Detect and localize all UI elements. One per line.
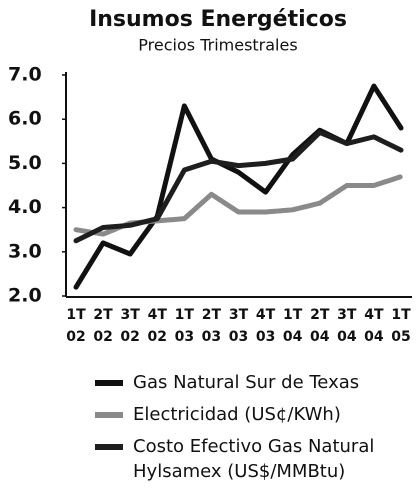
x-tick-label: 4T 02 xyxy=(147,307,167,345)
x-tick-label: 2T 04 xyxy=(310,307,330,345)
x-tick-label: 3T 04 xyxy=(337,307,357,345)
y-tick-label: 5.0 xyxy=(8,152,42,174)
legend-label: Electricidad (US¢/KWh) xyxy=(133,404,341,425)
series-line xyxy=(73,129,404,244)
chart-title: Insumos Energéticos xyxy=(89,7,347,32)
y-tick-label: 6.0 xyxy=(8,108,42,130)
legend-item: Electricidad (US¢/KWh) xyxy=(95,402,341,427)
x-tick-label: 1T 05 xyxy=(391,307,411,345)
x-tick-label: 4T 04 xyxy=(364,307,384,345)
x-tick-label: 4T 03 xyxy=(255,307,276,345)
x-tick-label: 2T 02 xyxy=(93,307,113,345)
x-tick-label: 3T 02 xyxy=(120,307,140,345)
y-tick-label: 3.0 xyxy=(8,240,42,262)
legend-item: Costo Efectivo Gas Natural Hylsamex (US$… xyxy=(95,434,374,484)
legend-label: Costo Efectivo Gas Natural Hylsamex (US$… xyxy=(133,436,375,482)
x-tick-label: 1T 02 xyxy=(66,307,86,345)
x-tick-label: 1T 03 xyxy=(174,307,195,345)
y-tick-label: 4.0 xyxy=(8,196,42,218)
legend-label: Gas Natural Sur de Texas xyxy=(133,372,360,393)
legend-swatch xyxy=(95,444,123,450)
legend-swatch xyxy=(95,380,123,386)
legend-swatch xyxy=(95,412,123,418)
y-tick-label: 7.0 xyxy=(8,64,42,86)
x-tick-label: 1T 04 xyxy=(282,307,303,345)
chart-subtitle: Precios Trimestrales xyxy=(138,36,297,55)
legend-item: Gas Natural Sur de Texas xyxy=(95,370,359,395)
x-tick-label: 3T 03 xyxy=(228,307,249,345)
x-tick-label: 2T 03 xyxy=(201,307,222,345)
y-tick-label: 2.0 xyxy=(8,285,42,307)
